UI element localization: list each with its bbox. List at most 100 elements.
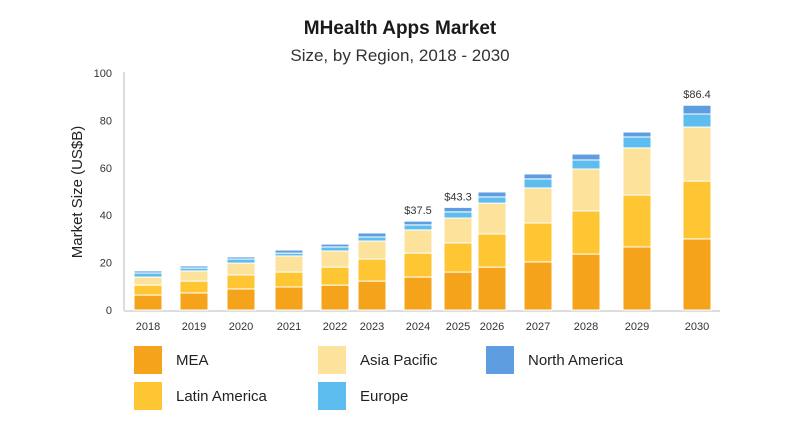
bar-segment-asia-pacific — [443, 217, 473, 244]
bar-segment-asia-pacific — [523, 187, 553, 224]
bar-segment-north-america — [571, 153, 601, 161]
bar-segment-europe — [403, 224, 433, 231]
bar-segment-latin-america — [682, 180, 712, 240]
x-tick-label: 2028 — [574, 321, 598, 333]
bar-segment-mea — [320, 284, 350, 311]
bar-segment-north-america — [357, 232, 387, 238]
legend-item-asia-pacific: Asia Pacific — [318, 346, 438, 374]
bar-segment-mea — [274, 286, 304, 311]
legend-label: Europe — [360, 387, 409, 405]
bar-segment-asia-pacific — [682, 126, 712, 182]
bar-segment-north-america — [403, 220, 433, 226]
x-tick-label: 2020 — [229, 321, 253, 333]
bar-segment-europe — [226, 258, 256, 264]
bar-segment-latin-america — [443, 242, 473, 273]
bar-2019 — [179, 265, 209, 311]
bar-segment-north-america — [523, 173, 553, 180]
y-tick-label: 40 — [100, 210, 112, 222]
legend-swatch — [318, 382, 346, 410]
bar-2021 — [274, 249, 304, 311]
bar-2028 — [571, 153, 601, 311]
chart-title: MHealth Apps Market — [303, 18, 497, 39]
bar-segment-asia-pacific — [133, 276, 163, 286]
y-tick-label: 100 — [94, 68, 112, 80]
bar-segment-north-america — [133, 270, 163, 274]
bar-segment-mea — [477, 266, 507, 311]
legend-item-mea: MEA — [134, 346, 209, 374]
bar-segment-latin-america — [523, 222, 553, 263]
bar-segment-europe — [320, 246, 350, 252]
bar-segment-north-america — [179, 265, 209, 269]
data-label: $43.3 — [444, 191, 472, 203]
x-tick-label: 2030 — [685, 321, 709, 333]
bar-segment-north-america — [477, 191, 507, 198]
bar-2027 — [523, 173, 553, 311]
bar-2026 — [477, 191, 507, 311]
x-tick-label: 2021 — [277, 321, 301, 333]
bar-segment-latin-america — [179, 280, 209, 294]
x-tick-label: 2019 — [182, 321, 206, 333]
x-tick-label: 2026 — [480, 321, 504, 333]
bar-2024 — [403, 220, 433, 311]
bar-segment-asia-pacific — [477, 202, 507, 235]
y-tick-label: 60 — [100, 163, 112, 175]
bar-2023 — [357, 232, 387, 311]
x-tick-label: 2023 — [360, 321, 384, 333]
legend-label: North America — [528, 351, 624, 369]
bar-segment-asia-pacific — [179, 270, 209, 282]
bar-segment-mea — [357, 280, 387, 311]
bar-segment-mea — [226, 288, 256, 311]
bar-segment-mea — [523, 261, 553, 311]
bar-2025 — [443, 206, 473, 311]
bar-segment-asia-pacific — [226, 262, 256, 276]
x-tick-label: 2022 — [323, 321, 347, 333]
legend-item-europe: Europe — [318, 382, 408, 410]
bar-2020 — [226, 256, 256, 311]
bar-segment-latin-america — [403, 252, 433, 278]
bar-segment-latin-america — [320, 266, 350, 286]
bar-segment-latin-america — [477, 233, 507, 268]
x-tick-label: 2025 — [446, 321, 470, 333]
bar-segment-europe — [133, 272, 163, 278]
bar-2018 — [133, 270, 163, 311]
legend-label: MEA — [176, 351, 209, 369]
y-tick-label: 0 — [106, 305, 112, 317]
bar-segment-europe — [357, 236, 387, 242]
x-tick-label: 2029 — [625, 321, 649, 333]
bar-segment-latin-america — [571, 210, 601, 255]
bar-segment-europe — [622, 136, 652, 149]
bar-segment-north-america — [274, 249, 304, 254]
y-axis-label: Market Size (US$B) — [69, 126, 86, 259]
x-tick-label: 2027 — [526, 321, 550, 333]
bar-segment-asia-pacific — [571, 168, 601, 212]
bar-segment-north-america — [622, 131, 652, 138]
bar-segment-north-america — [443, 206, 473, 213]
legend-item-north-america: North America — [486, 346, 623, 374]
bar-segment-latin-america — [622, 194, 652, 248]
legend-item-latin-america: Latin America — [134, 382, 267, 410]
legend-swatch — [134, 346, 162, 374]
bar-segment-europe — [443, 211, 473, 219]
bar-segment-latin-america — [357, 258, 387, 282]
bar-segment-europe — [571, 159, 601, 170]
bar-segment-mea — [179, 292, 209, 311]
legend-label: Asia Pacific — [360, 351, 438, 369]
legend-swatch — [486, 346, 514, 374]
bar-segment-europe — [523, 178, 553, 189]
bar-segment-mea — [403, 276, 433, 311]
legend-label: Latin America — [176, 387, 267, 405]
bar-2022 — [320, 243, 350, 311]
bar-segment-europe — [477, 196, 507, 204]
bar-segment-mea — [571, 253, 601, 311]
chart-subtitle: Size, by Region, 2018 - 2030 — [290, 46, 510, 65]
bar-segment-asia-pacific — [403, 229, 433, 254]
bar-2030 — [682, 104, 712, 311]
bar-segment-north-america — [226, 256, 256, 260]
bar-segment-north-america — [320, 243, 350, 248]
bar-segment-asia-pacific — [357, 240, 387, 260]
bar-segment-europe — [682, 113, 712, 128]
bar-segment-latin-america — [226, 274, 256, 290]
legend-swatch — [318, 346, 346, 374]
bar-segment-asia-pacific — [320, 250, 350, 268]
